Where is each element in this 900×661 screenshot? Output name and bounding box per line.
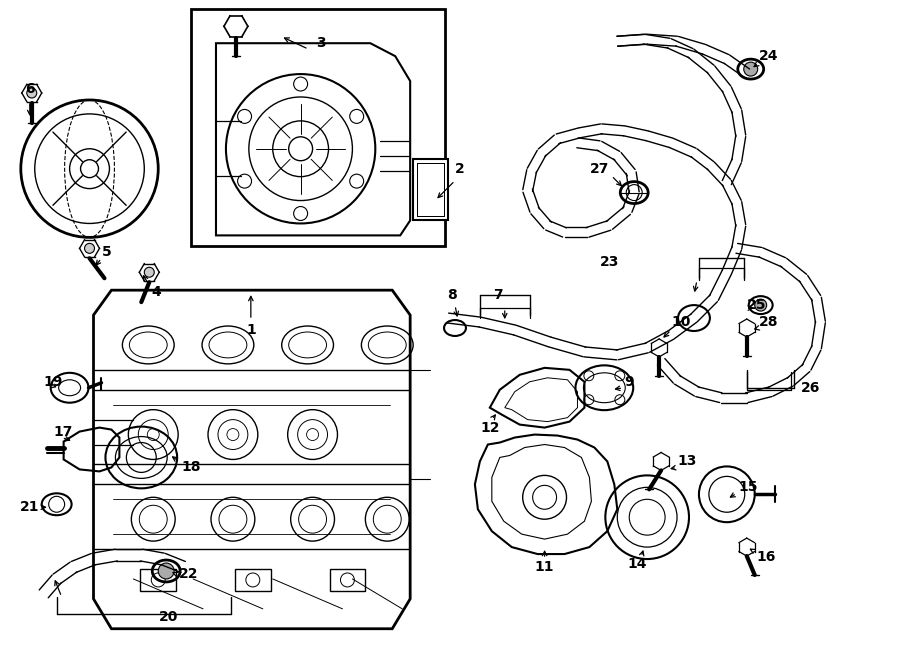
Text: 7: 7 (493, 288, 502, 302)
Text: 9: 9 (625, 375, 634, 389)
Text: 5: 5 (102, 245, 112, 259)
Text: 24: 24 (759, 49, 778, 63)
Circle shape (144, 267, 154, 277)
Bar (191, 9, 445, 247)
Text: 17: 17 (54, 424, 73, 438)
Text: 21: 21 (20, 500, 40, 514)
Circle shape (743, 62, 758, 76)
Text: 3: 3 (316, 36, 326, 50)
Bar (417, 163, 444, 217)
Circle shape (27, 88, 37, 98)
Text: 16: 16 (757, 550, 776, 564)
Text: 28: 28 (759, 315, 778, 329)
Text: 18: 18 (181, 461, 201, 475)
Text: 15: 15 (739, 481, 759, 494)
Bar (140, 569, 176, 591)
Circle shape (85, 243, 94, 253)
Text: 11: 11 (535, 560, 554, 574)
Text: 10: 10 (671, 315, 690, 329)
Bar (417, 163, 444, 217)
Text: 20: 20 (159, 610, 178, 624)
Text: 14: 14 (627, 557, 647, 571)
Text: 22: 22 (179, 567, 199, 581)
Text: 8: 8 (447, 288, 457, 302)
Text: 13: 13 (677, 455, 697, 469)
Bar (413, 159, 448, 221)
Text: 26: 26 (800, 381, 820, 395)
Text: 27: 27 (590, 162, 609, 176)
Circle shape (755, 299, 767, 311)
Text: 2: 2 (455, 162, 464, 176)
Text: 12: 12 (480, 420, 500, 434)
Bar (235, 569, 271, 591)
Circle shape (158, 563, 175, 579)
Text: 1: 1 (246, 323, 256, 337)
Text: 6: 6 (25, 82, 34, 96)
Text: 19: 19 (44, 375, 63, 389)
Bar (329, 569, 365, 591)
Text: 4: 4 (151, 285, 161, 299)
Text: 23: 23 (600, 255, 619, 269)
Text: 25: 25 (747, 298, 766, 312)
